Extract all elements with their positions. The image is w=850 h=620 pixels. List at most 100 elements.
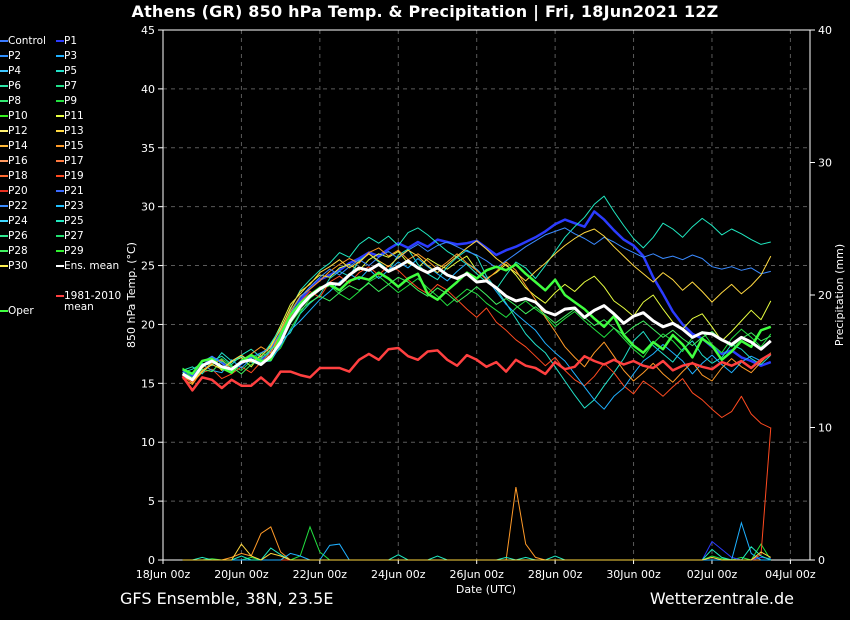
legend-label: P26 [8,230,28,242]
legend-swatch [56,85,64,87]
legend-swatch [0,250,8,252]
legend-label: P4 [8,65,22,77]
y-tick-label: 0 [148,554,155,567]
y2-tick-label: 10 [818,422,832,435]
legend-swatch [56,220,64,222]
legend-label: P23 [64,200,84,212]
legend-swatch [0,100,8,102]
legend-label: P27 [64,230,84,242]
model-label: GFS Ensemble, 38N, 23.5E [120,589,334,608]
y-tick-label: 10 [141,436,155,449]
y-tick-label: 15 [141,377,155,390]
temperature-series [181,195,772,429]
x-tick-label: 04Jul 00z [765,568,816,581]
legend-swatch [56,265,64,267]
legend-swatch [56,55,64,57]
legend-label: P14 [8,140,28,152]
series-line-p25 [182,195,771,375]
x-tick-label: 24Jun 00z [371,568,426,581]
legend-swatch [0,115,8,117]
y2-tick-label: 0 [818,554,825,567]
left-axis: 0 5 10 15 20 25 30 35 40 45 [141,24,163,567]
series-line-p3 [182,258,772,410]
legend-label: Control [8,35,46,47]
legend-swatch [56,295,64,297]
legend-swatch [0,130,8,132]
y2-axis-label: Precipitation (mm) [833,244,846,346]
x-tick-label: 18Jun 00z [136,568,191,581]
legend-label: Oper [8,305,34,317]
legend-swatch [56,130,64,132]
series-line-p13 [182,228,772,382]
legend-swatch [0,40,8,42]
legend-label: P8 [8,95,22,107]
series-line-p9 [182,275,772,380]
legend-swatch [56,235,64,237]
legend-label: P1 [64,35,78,47]
legend-swatch [56,40,64,42]
legend-label: P9 [64,95,78,107]
series-line-p15 [182,247,772,385]
legend-label: P30 [8,260,28,272]
y2-tick-label: 20 [818,289,832,302]
y-tick-label: 5 [148,495,155,508]
source-label: Wetterzentrale.de [649,589,794,608]
legend-swatch [0,190,8,192]
legend-swatch [0,205,8,207]
legend-swatch [56,175,64,177]
legend-swatch [56,160,64,162]
y-tick-label: 45 [141,24,155,37]
chart-title: Athens (GR) 850 hPa Temp. & Precipitatio… [131,2,719,21]
legend-label: P18 [8,170,28,182]
legend-label: P20 [8,185,28,197]
legend-label: P17 [64,155,84,167]
legend-swatch [56,250,64,252]
x-tick-label: 20Jun 00z [214,568,269,581]
x-tick-label: 28Jun 00z [528,568,583,581]
legend-swatch [0,265,8,267]
grid [163,30,810,560]
y-tick-label: 35 [141,142,155,155]
x-axis-label: Date (UTC) [456,583,516,596]
y2-tick-label: 30 [818,157,832,170]
legend-label: P22 [8,200,28,212]
legend-swatch [0,70,8,72]
legend-label: P5 [64,65,78,77]
legend-swatch [0,55,8,57]
legend-label: P10 [8,110,28,122]
legend-swatch [0,235,8,237]
legend-label: P29 [64,245,84,257]
precip-line-p13 [182,543,772,561]
legend-label: P11 [64,110,84,122]
x-tick-label: 30Jun 00z [606,568,661,581]
legend-swatch [56,190,64,192]
legend-swatch [0,145,8,147]
legend-label: P24 [8,215,28,227]
legend-label: P12 [8,125,28,137]
legend-swatch [0,160,8,162]
legend-label: P13 [64,125,84,137]
x-axis: 18Jun 00z 20Jun 00z 22Jun 00z 24Jun 00z 26Ju… [136,560,816,581]
series-line-ens-mean [181,259,772,382]
legend-label: P3 [64,50,78,62]
y-tick-label: 40 [141,83,155,96]
legend-label: P16 [8,155,28,167]
legend-swatch [0,310,8,312]
legend-label: P28 [8,245,28,257]
y-tick-label: 20 [141,318,155,331]
legend-label: P2 [8,50,22,62]
series-line-oper [182,263,772,376]
legend-swatch [56,205,64,207]
y-tick-label: 25 [141,260,155,273]
legend-swatch [0,175,8,177]
legend-label: 1981-2010 [64,290,122,302]
y-axis-label: 850 hPa Temp. (°C) [125,242,138,348]
legend-label: mean [64,301,94,313]
x-tick-label: 02Jul 00z [687,568,738,581]
y-tick-label: 30 [141,201,155,214]
legend-swatch [0,85,8,87]
legend-label: P15 [64,140,84,152]
legend-label: P19 [64,170,84,182]
right-axis: 0 10 20 30 40 [810,24,832,567]
precip-line-p15 [182,487,771,561]
